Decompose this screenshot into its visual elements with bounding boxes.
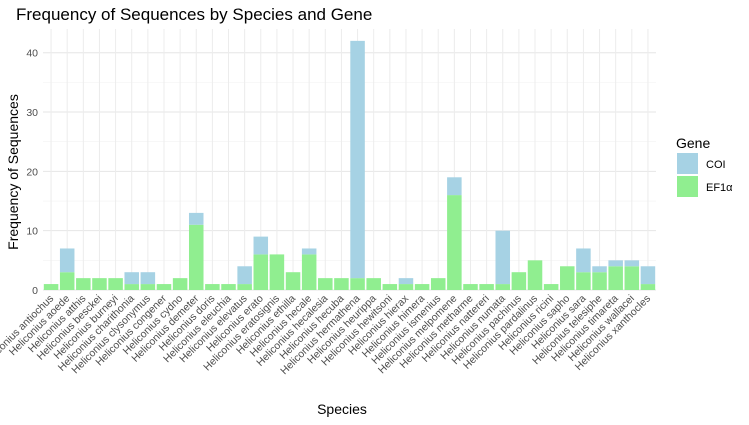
bar-coi-16 [301, 248, 317, 255]
bar-ef1a-33 [576, 272, 591, 290]
bar-ef1a-6 [140, 284, 156, 290]
bar-ef1a-27 [479, 284, 494, 290]
bar-ef1a-13 [253, 254, 269, 290]
y-axis-title: Frequency of Sequences [5, 94, 21, 250]
bar-ef1a-26 [463, 284, 478, 290]
bar-ef1a-4 [108, 278, 123, 290]
bar-ef1a-37 [640, 284, 656, 290]
bar-ef1a-3 [92, 278, 107, 290]
legend-label-coi: COI [706, 159, 726, 171]
bar-ef1a-23 [414, 284, 430, 290]
bar-ef1a-8 [172, 278, 188, 290]
bars [43, 40, 656, 290]
y-tick-label: 20 [26, 166, 38, 178]
bar-ef1a-12 [237, 284, 252, 290]
bar-ef1a-36 [624, 266, 640, 290]
y-tick-label: 40 [26, 48, 38, 60]
bar-ef1a-32 [560, 266, 575, 290]
bar-ef1a-22 [398, 284, 414, 290]
bar-ef1a-21 [382, 284, 398, 290]
legend-label-ef1a: EF1α [706, 182, 733, 194]
bar-ef1a-25 [447, 195, 462, 290]
bar-ef1a-29 [511, 272, 527, 290]
bar-ef1a-35 [608, 266, 623, 290]
bar-coi-13 [253, 236, 269, 255]
bar-ef1a-31 [543, 284, 559, 290]
bar-coi-28 [495, 230, 511, 285]
bar-ef1a-0 [43, 284, 59, 290]
bar-ef1a-7 [156, 284, 172, 290]
gridlines [43, 29, 656, 291]
bar-ef1a-15 [285, 272, 301, 290]
bar-ef1a-28 [495, 284, 511, 290]
bar-ef1a-24 [430, 278, 446, 290]
bar-coi-9 [188, 212, 204, 225]
bar-coi-25 [447, 177, 462, 196]
x-axis-title: Species [317, 401, 367, 417]
bar-ef1a-16 [301, 254, 317, 290]
bar-ef1a-10 [205, 284, 220, 290]
chart-title: Frequency of Sequences by Species and Ge… [16, 5, 372, 24]
bar-ef1a-11 [221, 284, 236, 290]
y-tick-label: 10 [26, 226, 38, 238]
bar-ef1a-17 [318, 278, 333, 290]
legend-key-coi [677, 153, 698, 174]
bar-ef1a-5 [124, 284, 139, 290]
legend: Gene COI EF1α [676, 135, 733, 197]
legend-key-ef1a [677, 176, 698, 197]
bar-coi-36 [624, 260, 640, 267]
bar-coi-12 [237, 266, 252, 285]
bar-coi-19 [350, 40, 365, 279]
bar-ef1a-14 [269, 254, 285, 290]
bar-coi-22 [398, 278, 414, 285]
bar-coi-33 [576, 248, 591, 273]
bar-ef1a-34 [592, 272, 607, 290]
y-tick-label: 0 [32, 285, 38, 297]
bar-ef1a-9 [188, 224, 204, 290]
bar-ef1a-19 [350, 278, 365, 290]
bar-ef1a-30 [527, 260, 543, 290]
y-tick-label: 30 [26, 107, 38, 119]
y-axis-ticks: 0 10 20 30 40 [26, 48, 38, 297]
bar-coi-1 [59, 248, 75, 273]
bar-coi-5 [124, 272, 139, 285]
bar-ef1a-20 [366, 278, 381, 290]
bar-coi-34 [592, 266, 607, 273]
bar-ef1a-1 [59, 272, 75, 290]
bar-coi-6 [140, 272, 156, 285]
bar-ef1a-2 [76, 278, 91, 290]
bar-ef1a-18 [334, 278, 349, 290]
legend-title: Gene [676, 135, 710, 151]
bar-coi-37 [640, 266, 656, 285]
bar-coi-35 [608, 260, 623, 267]
